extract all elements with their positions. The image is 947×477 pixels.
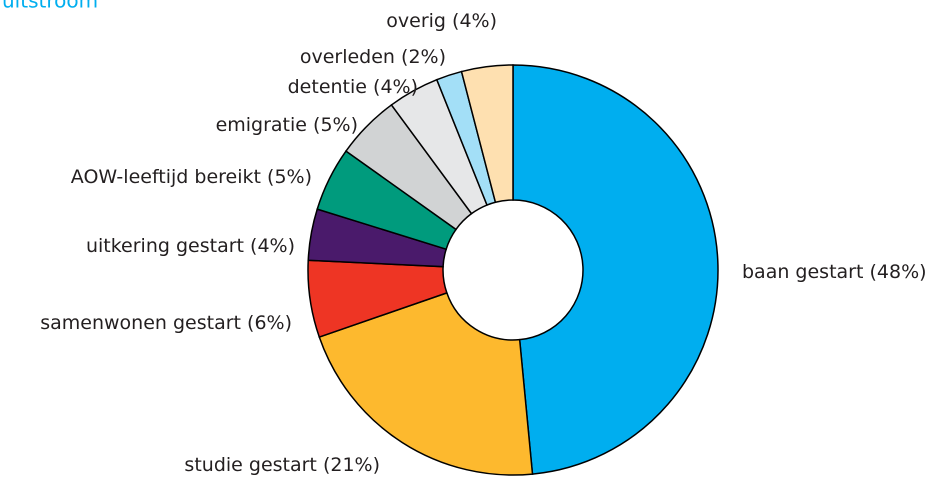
slice-label: emigratie (5%) bbox=[216, 114, 358, 136]
value-label: (5%) bbox=[267, 166, 312, 188]
value-label: (21%) bbox=[323, 454, 380, 476]
donut-slice bbox=[318, 291, 534, 476]
slice-label: overig (4%) bbox=[386, 10, 497, 32]
value-label: (5%) bbox=[313, 114, 358, 136]
category-name: overleden bbox=[300, 46, 395, 68]
category-name: samenwonen gestart bbox=[40, 312, 241, 334]
value-label: (4%) bbox=[250, 235, 295, 257]
category-name: detentie bbox=[288, 76, 367, 98]
value-label: (4%) bbox=[373, 76, 418, 98]
category-name: uitkering gestart bbox=[86, 235, 244, 257]
category-name: emigratie bbox=[216, 114, 307, 136]
slice-label: samenwonen gestart (6%) bbox=[40, 312, 292, 334]
category-name: baan gestart bbox=[742, 261, 863, 283]
donut-slice bbox=[460, 64, 514, 204]
value-label: (6%) bbox=[247, 312, 292, 334]
slice-label: overleden (2%) bbox=[300, 46, 446, 68]
slice-label: uitkering gestart (4%) bbox=[86, 235, 295, 257]
slice-label: AOW-leeftijd bereikt (5%) bbox=[71, 166, 312, 188]
slice-label: baan gestart (48%) bbox=[742, 261, 927, 283]
category-name: overig bbox=[386, 10, 446, 32]
value-label: (48%) bbox=[869, 261, 926, 283]
category-name: studie gestart bbox=[184, 454, 316, 476]
value-label: (2%) bbox=[401, 46, 446, 68]
category-name: AOW-leeftijd bereikt bbox=[71, 166, 261, 188]
value-label: (4%) bbox=[452, 10, 497, 32]
donut-slice bbox=[512, 64, 719, 475]
chart-title: uitstroom bbox=[2, 0, 98, 13]
slice-label: detentie (4%) bbox=[288, 76, 418, 98]
slice-label: studie gestart (21%) bbox=[184, 454, 380, 476]
